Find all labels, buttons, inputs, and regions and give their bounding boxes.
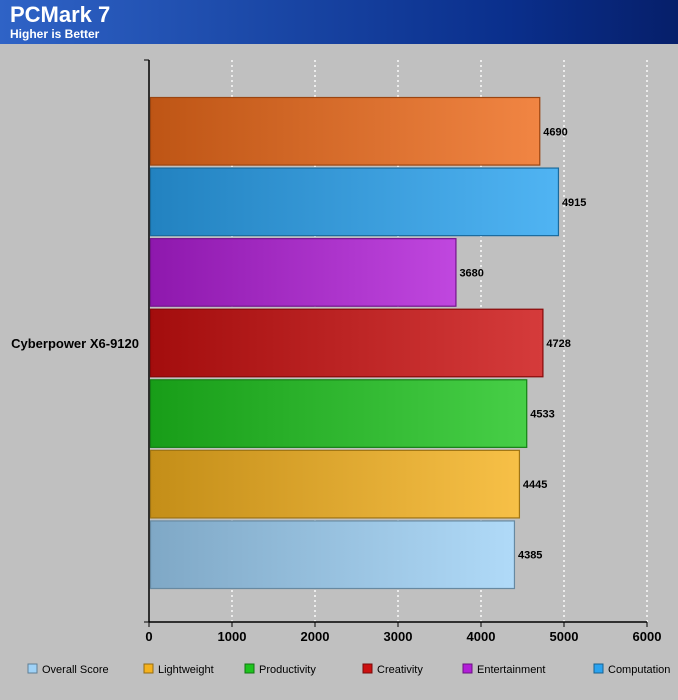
x-tick-label: 1000 [218, 629, 247, 644]
legend-label: Overall Score [42, 664, 109, 676]
bar-storage [149, 96, 541, 166]
legend-swatch [244, 663, 255, 674]
bar-value-label: 4728 [546, 338, 570, 350]
bar-overall-score [149, 520, 516, 590]
legend-swatch [143, 663, 154, 674]
category-label: Cyberpower X6-9120 [11, 336, 139, 351]
legend-label: Productivity [259, 664, 316, 676]
x-tick-label: 6000 [633, 629, 662, 644]
bar-creativity [149, 308, 544, 378]
x-tick-label: 0 [145, 629, 152, 644]
legend-swatch [27, 663, 38, 674]
x-tick-label: 3000 [384, 629, 413, 644]
bar-chart: 4690 4915 3680 4728 4533 4445 4385 0 1000 2000 30… [11, 59, 670, 676]
x-tick-label: 5000 [550, 629, 579, 644]
bar-value-label: 3680 [459, 267, 483, 279]
bar-value-label: 4915 [562, 197, 586, 209]
legend-label: Creativity [377, 664, 423, 676]
chart-subtitle: Higher is Better [10, 27, 100, 41]
bar-productivity [149, 379, 528, 448]
legend-label: Lightweight [158, 664, 214, 676]
bar-lightweight [149, 449, 521, 519]
x-tick-label: 2000 [301, 629, 330, 644]
legend-label: Entertainment [477, 664, 545, 676]
bar-value-label: 4533 [530, 409, 554, 421]
bar-value-label: 4445 [523, 479, 547, 491]
legend-swatch [462, 663, 473, 674]
bar-entertainment [149, 238, 457, 307]
chart-title: PCMark 7 [10, 2, 111, 27]
bar-value-label: 4385 [518, 550, 542, 562]
bar-value-label: 4690 [543, 126, 567, 138]
bar-computation [149, 167, 560, 237]
chart-header: PCMark 7 Higher is Better [0, 0, 678, 44]
legend-swatch [362, 663, 373, 674]
legend-swatch [593, 663, 604, 674]
legend-label: Computation [608, 664, 670, 676]
x-tick-label: 4000 [467, 629, 496, 644]
